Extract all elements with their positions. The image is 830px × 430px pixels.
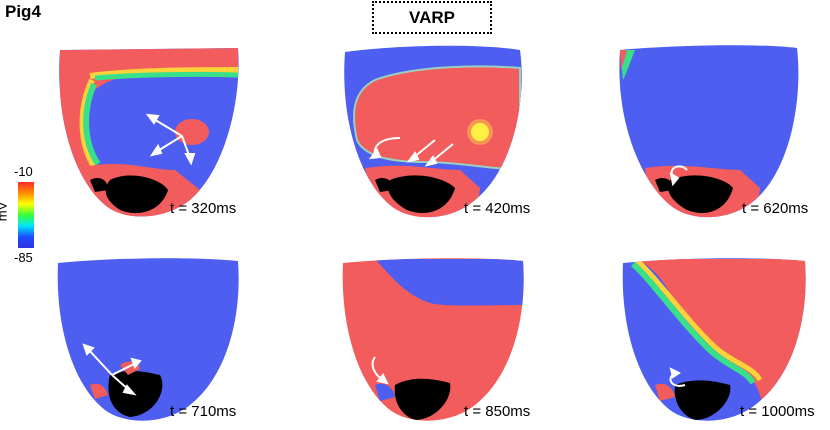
time-label-1000ms: t = 1000ms — [740, 403, 815, 420]
time-label-420ms: t = 420ms — [464, 200, 531, 217]
heart-panel-1000ms — [622, 258, 806, 421]
heart-panel-710ms — [57, 258, 239, 421]
heart-panel-620ms — [619, 45, 799, 218]
subject-label: Pig4 — [5, 2, 41, 21]
colorbar-unit-label: mV — [0, 201, 10, 222]
time-label-710ms: t = 710ms — [170, 403, 237, 420]
colorbar — [18, 182, 34, 248]
heart-panel-420ms — [344, 45, 522, 218]
heart-panel-320ms — [59, 48, 239, 217]
colorbar-min-label: -85 — [14, 250, 33, 265]
colorbar-max-label: -10 — [14, 164, 33, 179]
time-label-620ms: t = 620ms — [742, 200, 809, 217]
time-label-320ms: t = 320ms — [170, 200, 237, 217]
heart-panel-850ms — [342, 258, 524, 421]
time-label-850ms: t = 850ms — [464, 403, 531, 420]
method-label: VARP — [372, 1, 492, 34]
